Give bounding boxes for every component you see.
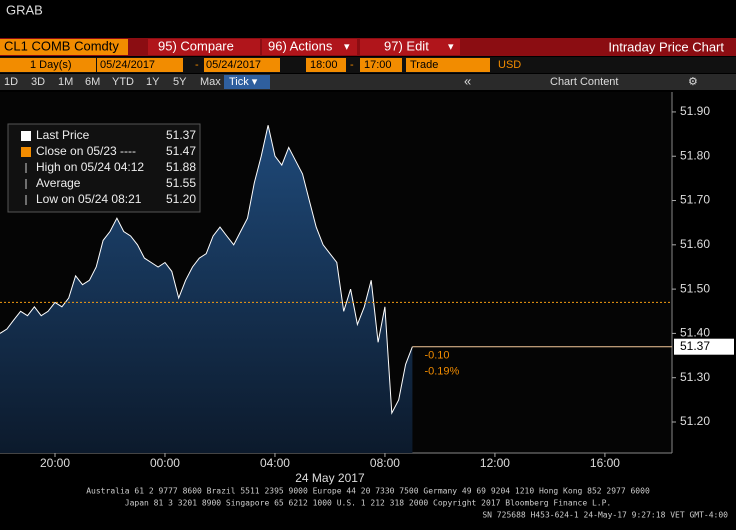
actions-button[interactable] xyxy=(262,39,357,55)
edit-caret[interactable]: ▾ xyxy=(448,41,454,53)
last-price-tag xyxy=(674,338,734,355)
period-button[interactable]: YTD xyxy=(112,76,134,88)
period-button[interactable]: 1D xyxy=(4,76,18,88)
legend-value: 51.88 xyxy=(166,160,196,174)
legend-value: 51.55 xyxy=(166,176,196,190)
actions-caret[interactable]: ▾ xyxy=(344,41,350,53)
y-tick-label: 51.80 xyxy=(680,148,710,162)
axis-panel xyxy=(672,92,736,453)
time-dash: - xyxy=(350,59,354,71)
date-dash: - xyxy=(195,59,199,71)
x-tick-label: 16:00 xyxy=(590,456,620,470)
change-pct: -0.19% xyxy=(424,366,459,378)
legend-value: 51.37 xyxy=(166,128,196,142)
legend-items: Last Price 51.37 Close on 05/23 ---- 51.47 H… xyxy=(21,128,196,206)
x-tick-label: 08:00 xyxy=(370,456,400,470)
period-button[interactable]: 3D xyxy=(31,76,45,88)
currency: USD xyxy=(498,59,521,71)
legend-label: Average xyxy=(36,176,81,190)
y-tick-label: 51.60 xyxy=(680,237,710,251)
tick-selected[interactable]: Tick ▾ xyxy=(229,76,258,88)
field[interactable]: Trade xyxy=(410,59,438,71)
change: -0.10 xyxy=(424,350,449,362)
collapse[interactable]: « xyxy=(464,73,471,88)
start-time-box[interactable] xyxy=(306,58,346,72)
footer-line: Japan 81 3 3201 8900 Singapore 65 6212 1… xyxy=(125,499,611,508)
period-buttons: 1D 3D 1M 6M YTD 1Y 5Y Max xyxy=(4,76,221,88)
settings[interactable]: ⚙ xyxy=(688,76,698,88)
area-fill xyxy=(0,125,413,453)
window-title: GRAB xyxy=(6,2,43,17)
legend-swatch xyxy=(21,131,31,141)
x-tick-label: 04:00 xyxy=(260,456,290,470)
period-button[interactable]: 5Y xyxy=(173,76,187,88)
days-box[interactable] xyxy=(0,58,96,72)
chart-content[interactable]: Chart Content xyxy=(550,76,618,88)
end-time[interactable]: 17:00 xyxy=(364,59,392,71)
days[interactable]: 1 Day(s) xyxy=(30,59,72,71)
view-title: Intraday Price Chart xyxy=(608,39,724,54)
legend-label: Last Price xyxy=(36,128,90,142)
ticker-box[interactable] xyxy=(0,39,128,55)
legend-value: 51.47 xyxy=(166,144,196,158)
legend-swatch xyxy=(21,147,31,157)
legend-label: Low on 05/24 08:21 xyxy=(36,192,142,206)
x-axis-band xyxy=(0,453,736,475)
end-date-box[interactable] xyxy=(204,58,280,72)
footer-line: SN 725688 H453-624-1 24-May-17 9:27:18 V… xyxy=(482,511,728,520)
legend-value: 51.20 xyxy=(166,192,196,206)
end-time-box[interactable] xyxy=(360,58,402,72)
edit[interactable]: 97) Edit xyxy=(384,38,429,53)
y-tick-label: 51.70 xyxy=(680,193,710,207)
legend-label: High on 05/24 04:12 xyxy=(36,160,144,174)
last-price-label: 51.37 xyxy=(680,339,710,353)
x-tick-label: 20:00 xyxy=(40,456,70,470)
y-tick-label: 51.50 xyxy=(680,281,710,295)
end-date[interactable]: 05/24/2017 xyxy=(206,59,261,71)
actions[interactable]: 96) Actions xyxy=(268,38,333,53)
legend-label: Close on 05/23 ---- xyxy=(36,144,136,158)
legend xyxy=(7,123,201,213)
y-tick-label: 51.20 xyxy=(680,414,710,428)
x-date-label: 24 May 2017 xyxy=(295,471,365,485)
edit-button[interactable] xyxy=(360,39,460,55)
start-date[interactable]: 05/24/2017 xyxy=(100,59,155,71)
period-button[interactable]: 6M xyxy=(85,76,100,88)
start-date-box[interactable] xyxy=(97,58,183,72)
x-tick-label: 12:00 xyxy=(480,456,510,470)
tick-button[interactable] xyxy=(224,75,270,89)
y-tick-label: 51.30 xyxy=(680,370,710,384)
period-button[interactable]: 1Y xyxy=(146,76,160,88)
compare-button[interactable] xyxy=(148,39,260,55)
period-button[interactable]: Max xyxy=(200,76,221,88)
field-box[interactable] xyxy=(406,58,490,72)
start-time[interactable]: 18:00 xyxy=(310,59,338,71)
price-line xyxy=(0,125,413,415)
y-tick-label: 51.40 xyxy=(680,326,710,340)
y-tick-label: 51.90 xyxy=(680,104,710,118)
footer-line: Australia 61 2 9777 8600 Brazil 5511 239… xyxy=(86,487,650,496)
period-button[interactable]: 1M xyxy=(58,76,73,88)
period-bar xyxy=(0,74,736,90)
compare[interactable]: 95) Compare xyxy=(158,38,234,53)
x-tick-label: 00:00 xyxy=(150,456,180,470)
ticker[interactable]: CL1 COMB Comdty xyxy=(4,38,119,53)
